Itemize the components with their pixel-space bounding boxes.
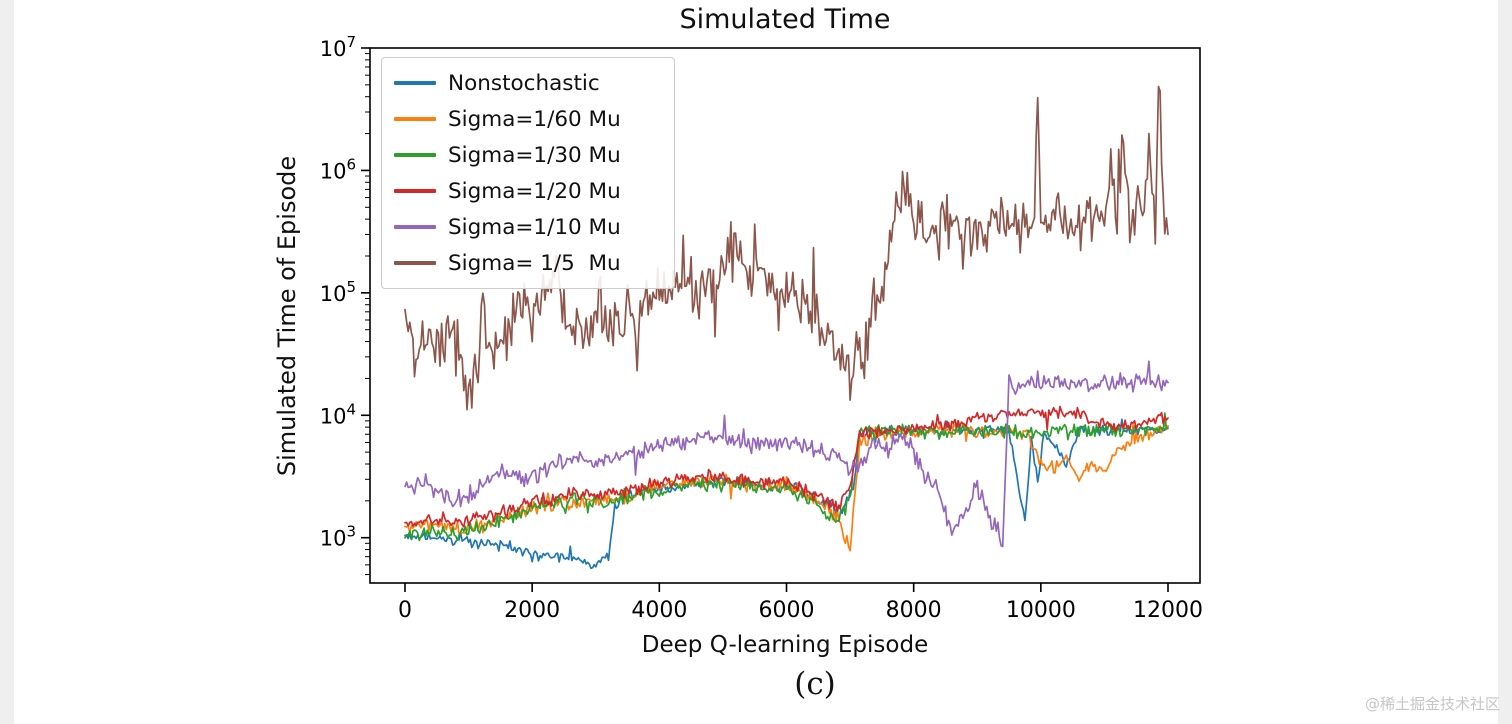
- series-line-2: [404, 412, 1169, 542]
- x-tick-label: 2000: [504, 598, 560, 623]
- y-tick-label: 106: [320, 155, 356, 183]
- series-line-1: [404, 422, 1169, 552]
- legend-entry: Sigma=1/20 Mu: [382, 173, 674, 209]
- legend-line-swatch: [394, 189, 436, 193]
- x-tick-label: 8000: [886, 598, 942, 623]
- legend-line-swatch: [394, 117, 436, 121]
- series-lines: [404, 85, 1169, 570]
- watermark: @稀土掘金技术社区: [1364, 695, 1500, 713]
- legend-entry-label: Sigma=1/10 Mu: [448, 214, 621, 240]
- legend-entry: Nonstochastic: [382, 65, 674, 101]
- legend-entry: Sigma= 1/5 Mu: [382, 245, 674, 281]
- legend-entry: Sigma=1/30 Mu: [382, 137, 674, 173]
- legend-line-swatch: [394, 153, 436, 157]
- y-tick-label: 103: [320, 523, 356, 551]
- figure-caption: (c): [794, 666, 836, 702]
- legend-entry-label: Sigma= 1/5 Mu: [448, 250, 621, 276]
- y-tick-label: 107: [320, 33, 356, 61]
- legend-line-swatch: [394, 225, 436, 229]
- axes-box: [369, 47, 1201, 584]
- legend-line-swatch: [394, 81, 436, 85]
- x-axis-label: Deep Q-learning Episode: [641, 632, 929, 658]
- series-line-3: [404, 405, 1169, 528]
- y-tick-label: 104: [320, 400, 356, 428]
- series-line-5: [404, 85, 1169, 411]
- x-tick-label: 6000: [759, 598, 815, 623]
- x-tick-label: 4000: [631, 598, 687, 623]
- page-gutter-left: [0, 0, 14, 724]
- legend-entry: Sigma=1/60 Mu: [382, 101, 674, 137]
- page-gutter-right: [1498, 0, 1512, 724]
- legend-entry-label: Nonstochastic: [448, 70, 600, 96]
- legend-line-swatch: [394, 261, 436, 265]
- legend-entry-label: Sigma=1/30 Mu: [448, 142, 621, 168]
- legend-entry-label: Sigma=1/60 Mu: [448, 106, 621, 132]
- x-tick-label: 12000: [1133, 598, 1203, 623]
- y-tick-label: 105: [320, 278, 356, 306]
- series-line-4: [404, 360, 1169, 548]
- chart-title: Simulated Time: [679, 4, 891, 35]
- x-axis-ticks: 0 2000 4000 6000 8000 10000 12000: [398, 583, 1203, 623]
- y-axis-ticks: 103 104 105 106 107: [320, 33, 370, 576]
- legend-entry-label: Sigma=1/20 Mu: [448, 178, 621, 204]
- x-tick-label: 10000: [1006, 598, 1076, 623]
- legend: Nonstochastic Sigma=1/60 Mu Sigma=1/30 Mu S…: [381, 57, 675, 289]
- x-tick-label: 0: [398, 598, 412, 623]
- legend-entry: Sigma=1/10 Mu: [382, 209, 674, 245]
